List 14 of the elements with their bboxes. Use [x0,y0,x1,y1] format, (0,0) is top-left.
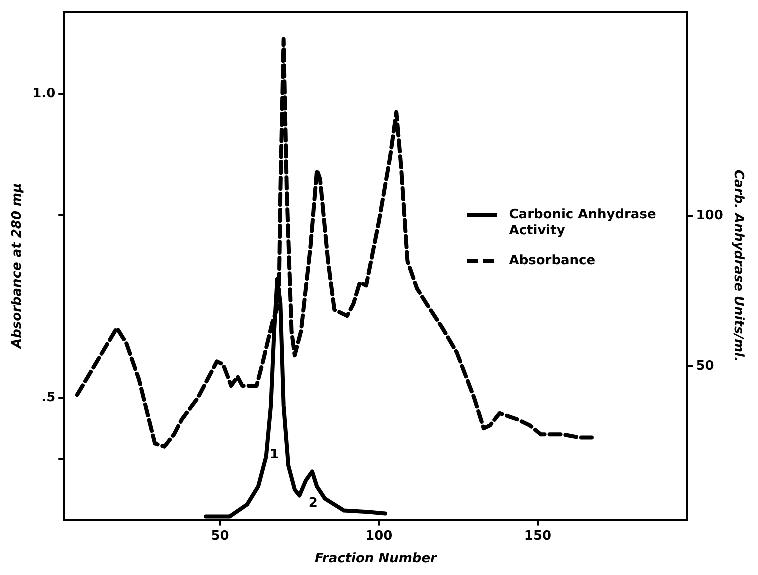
x-tick-label: 50 [211,528,230,544]
y2-axis-title: Carb. Anhydrase Units/ml. [730,170,746,362]
legend-label: Carbonic Anhydrase Activity [509,207,656,238]
legend-label: Absorbance [509,253,596,268]
y2-tick-label: 50 [696,358,714,374]
y2-tick-label: 100 [696,208,724,224]
x-tick-label: 150 [524,528,552,544]
y-tick-label: .5 [42,390,56,406]
x-tick-label: 100 [366,528,393,544]
annotation: 2 [308,496,318,512]
x-axis-title: Fraction Number [314,552,438,567]
y-axis-title: Absorbance at 280 mμ [10,183,26,350]
annotation: 1 [270,447,279,462]
y-tick-label: 1.0 [32,86,56,102]
